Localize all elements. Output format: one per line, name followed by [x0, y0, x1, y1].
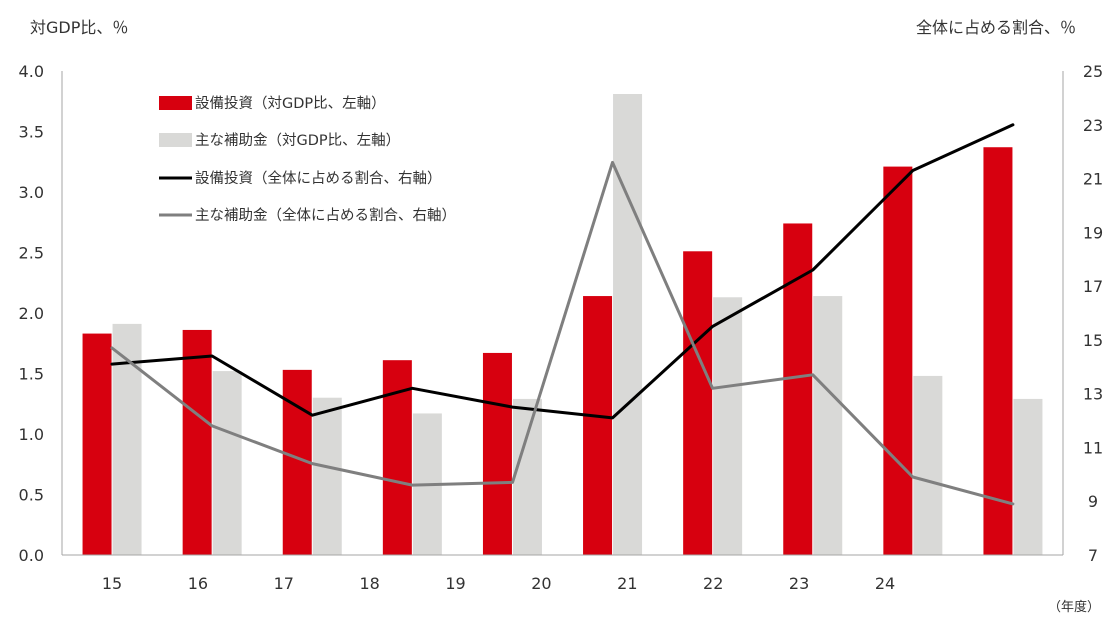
- subsidy-gdp-bar: [312, 397, 342, 555]
- capex-gdp-bar: [182, 329, 212, 555]
- capex-gdp-bar: [683, 251, 713, 556]
- legend: 設備投資（対GDP比、左軸） 主な補助金（対GDP比、左軸） 設備投資（全体に占める…: [159, 95, 456, 224]
- legend-label: 主な補助金（全体に占める割合、右軸）: [195, 206, 456, 224]
- x-tick-label: 24: [875, 574, 895, 593]
- x-tick-label: 16: [188, 574, 208, 593]
- capex-share-line: [110, 123, 1015, 420]
- right-tick-label: 9: [1088, 492, 1098, 511]
- right-axis-label: 全体に占める割合、％: [916, 18, 1076, 37]
- x-tick-label: 17: [274, 574, 294, 593]
- x-unit-label: （年度）: [1048, 599, 1100, 615]
- left-tick-label: 1.0: [19, 425, 44, 444]
- legend-label: 主な補助金（対GDP比、左軸）: [195, 132, 400, 149]
- x-tick-label: 21: [617, 574, 637, 593]
- legend-swatch: [159, 96, 192, 110]
- right-tick-label: 23: [1083, 116, 1103, 135]
- left-tick-label: 3.5: [19, 123, 44, 142]
- x-tick-label: 20: [531, 574, 551, 593]
- subsidy-share-line: [110, 160, 1015, 506]
- left-axis-label: 対GDP比、％: [30, 18, 128, 37]
- capex-gdp-bar: [883, 166, 913, 555]
- capex-gdp-bar: [983, 147, 1013, 556]
- left-tick-label: 1.5: [19, 365, 44, 384]
- x-tick-label: 19: [445, 574, 465, 593]
- left-tick-label: 0.0: [19, 546, 44, 565]
- right-tick-label: 17: [1083, 277, 1103, 296]
- subsidy-gdp-bar: [713, 297, 743, 555]
- subsidy-gdp-bar: [613, 93, 643, 556]
- subsidy-gdp-bar: [512, 398, 542, 555]
- legend-label: 設備投資（対GDP比、左軸）: [195, 95, 386, 112]
- right-tick-label: 19: [1083, 223, 1103, 242]
- capex-gdp-bar: [82, 333, 112, 555]
- subsidy-gdp-bar: [1013, 398, 1043, 555]
- right-tick-label: 25: [1083, 62, 1103, 81]
- left-tick-label: 2.5: [19, 244, 44, 263]
- right-tick-label: 13: [1083, 385, 1103, 404]
- subsidy-gdp-bar: [813, 296, 843, 555]
- x-tick-label: 15: [102, 574, 122, 593]
- x-tick-label: 23: [789, 574, 809, 593]
- left-tick-label: 2.0: [19, 304, 44, 323]
- subsidy-gdp-bar: [913, 375, 943, 555]
- x-tick-label: 18: [359, 574, 379, 593]
- right-tick-label: 21: [1083, 170, 1103, 189]
- right-tick-label: 15: [1083, 331, 1103, 350]
- subsidy-gdp-bar: [212, 371, 242, 555]
- capex-gdp-bar: [482, 352, 512, 555]
- plot-area: 0.0 0.5 1.0 1.5 2.0 2.5 3.0 3.5 4.0 7 9 11 13 15 17 19 2…: [19, 62, 1104, 593]
- legend-label: 設備投資（全体に占める割合、右軸）: [195, 169, 442, 187]
- legend-swatch: [159, 133, 192, 147]
- right-tick-label: 7: [1088, 546, 1098, 565]
- right-tick-label: 11: [1083, 438, 1103, 457]
- left-tick-label: 4.0: [19, 62, 44, 81]
- left-tick-label: 3.0: [19, 183, 44, 202]
- capex-gdp-bar: [583, 296, 613, 555]
- x-tick-label: 22: [703, 574, 723, 593]
- left-tick-label: 0.5: [19, 486, 44, 505]
